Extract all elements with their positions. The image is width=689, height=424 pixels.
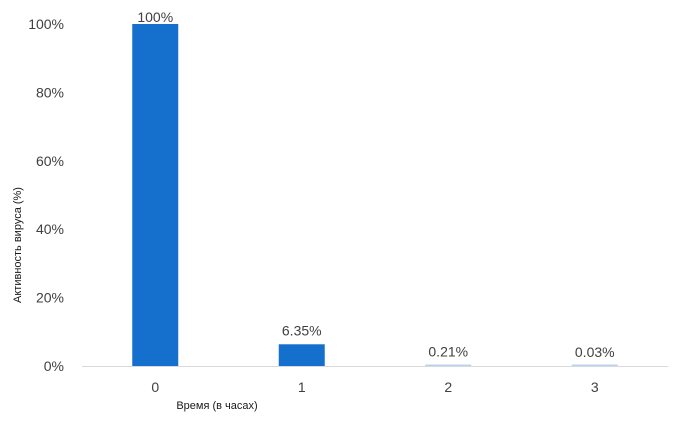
data-label: 6.35%	[282, 322, 322, 338]
x-axis-ticks: 0 1 2 3	[151, 379, 599, 395]
y-tick-label: 60%	[36, 153, 64, 169]
y-tick-label: 40%	[36, 221, 64, 237]
x-tick-label: 0	[151, 379, 159, 395]
y-tick-label: 80%	[36, 84, 64, 100]
data-label: 0.21%	[428, 343, 468, 359]
y-axis-ticks: 0% 20% 40% 60% 80% 100%	[28, 16, 64, 374]
data-label: 0.03%	[575, 344, 615, 360]
y-axis-title: Активность вируса (%)	[12, 187, 24, 303]
y-tick-label: 100%	[28, 16, 64, 32]
x-tick-label: 2	[444, 379, 452, 395]
bar	[425, 364, 472, 366]
y-tick-label: 0%	[44, 358, 64, 374]
x-tick-label: 3	[591, 379, 599, 395]
bars	[132, 24, 618, 366]
bar	[278, 344, 325, 366]
y-tick-label: 20%	[36, 290, 64, 306]
x-axis-title: Время (в часах)	[176, 400, 257, 412]
data-labels: 100% 6.35% 0.21% 0.03%	[137, 9, 614, 360]
x-tick-label: 1	[298, 379, 306, 395]
bar	[571, 364, 618, 366]
bar	[132, 24, 179, 366]
data-label: 100%	[137, 9, 173, 25]
